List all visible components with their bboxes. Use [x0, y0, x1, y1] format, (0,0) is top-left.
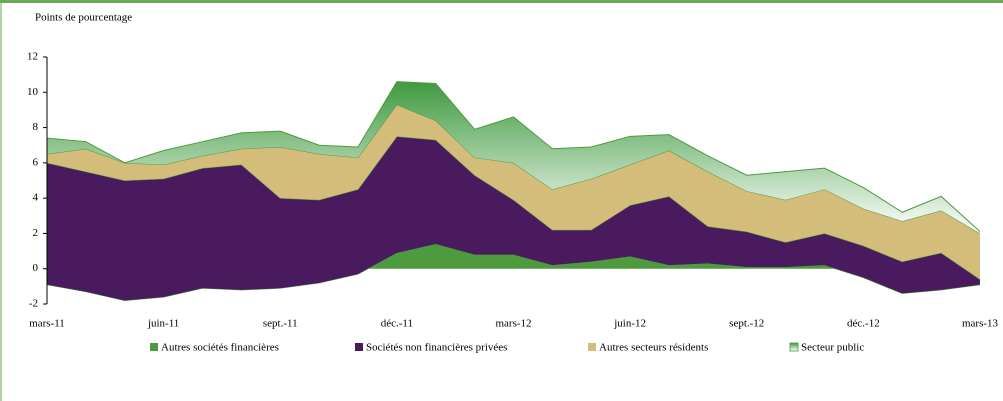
- y-tick-label: 6: [33, 156, 39, 168]
- x-tick-label: déc.-12: [847, 318, 880, 330]
- x-tick-label: juin-12: [613, 318, 646, 330]
- area: [47, 81, 980, 234]
- y-tick-label: 0: [33, 262, 39, 274]
- legend-label: Secteur public: [801, 342, 864, 354]
- area-edge: [46, 81, 981, 233]
- x-tick-label: mars-13: [962, 318, 999, 330]
- area: [47, 136, 980, 301]
- x-tick-label: déc.-11: [381, 318, 413, 330]
- y-tick-label: 10: [27, 86, 39, 98]
- legend-swatch: [789, 342, 799, 352]
- y-tick-label: 4: [33, 192, 39, 204]
- legend-swatch: [588, 343, 596, 351]
- legend-label: Autres secteurs résidents: [599, 342, 708, 354]
- legend-swatch: [150, 343, 158, 351]
- y-tick-label: -2: [29, 298, 38, 310]
- x-tick-label: juin-11: [147, 318, 179, 330]
- x-tick-label: sept.-12: [729, 318, 764, 330]
- x-tick-label: sept.-11: [263, 318, 298, 330]
- y-tick-label: 12: [27, 51, 38, 63]
- area: [47, 104, 980, 280]
- x-tick-label: mars-11: [29, 318, 65, 330]
- y-tick-label: 2: [33, 227, 39, 239]
- legend-swatch: [355, 343, 363, 351]
- legend-label: Sociétés non financières privées: [366, 342, 507, 354]
- y-axis-label: Points de pourcentage: [35, 12, 132, 24]
- legend-label: Autres sociétés financières: [161, 342, 279, 354]
- y-tick-label: 8: [33, 121, 39, 133]
- x-tick-label: mars-12: [495, 318, 531, 330]
